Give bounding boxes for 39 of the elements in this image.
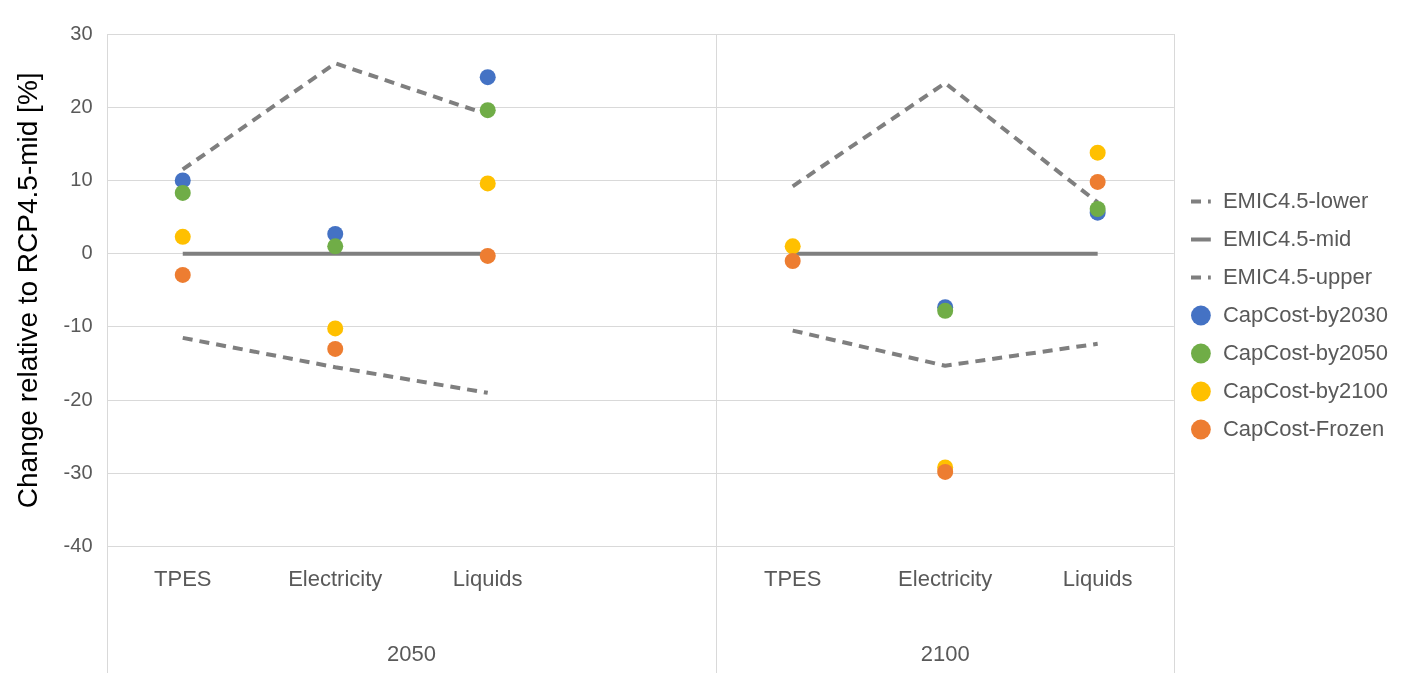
point — [784, 238, 801, 255]
point — [174, 228, 191, 245]
y-tick-label: -30 — [63, 460, 93, 483]
point — [479, 175, 496, 192]
point — [1089, 144, 1106, 161]
point — [174, 266, 191, 283]
point — [479, 247, 496, 264]
point — [174, 184, 191, 201]
y-axis-title: Change relative to RCP4.5-mid [%] — [11, 72, 43, 509]
point — [1089, 173, 1106, 190]
y-tick-label: -20 — [63, 387, 93, 410]
y-tick-label: 20 — [70, 94, 93, 117]
y-tick-label: 0 — [81, 241, 93, 264]
legend-label: EMIC4.5-mid — [1222, 225, 1352, 251]
point — [327, 238, 344, 255]
legend-label: CapCost-by2100 — [1222, 377, 1389, 403]
y-tick-label: -10 — [63, 314, 93, 337]
y-tick-label: -40 — [63, 534, 93, 557]
text: 2100 — [920, 641, 970, 667]
point — [479, 102, 496, 119]
text: 2050 — [387, 641, 436, 667]
x-tick-label: Liquids — [452, 565, 523, 591]
legend-label: EMIC4.5-upper — [1222, 263, 1373, 289]
x-tick-label: TPES — [763, 565, 822, 591]
point — [937, 463, 954, 480]
legend-label: CapCost-by2030 — [1222, 301, 1389, 327]
y-tick-label: 30 — [70, 21, 93, 44]
x-tick-label: Electricity — [898, 565, 993, 591]
point — [327, 340, 344, 357]
point — [327, 320, 344, 337]
point — [479, 69, 496, 86]
legend-label: CapCost-by2050 — [1222, 339, 1389, 365]
point — [784, 253, 801, 270]
legend-label: EMIC4.5-lower — [1222, 187, 1369, 213]
y-tick-label: 10 — [70, 167, 93, 190]
legend-label: CapCost-Frozen — [1222, 415, 1385, 441]
x-tick-label: Electricity — [288, 565, 383, 591]
x-tick-label: TPES — [154, 565, 212, 591]
x-tick-label: Liquids — [1062, 565, 1133, 591]
